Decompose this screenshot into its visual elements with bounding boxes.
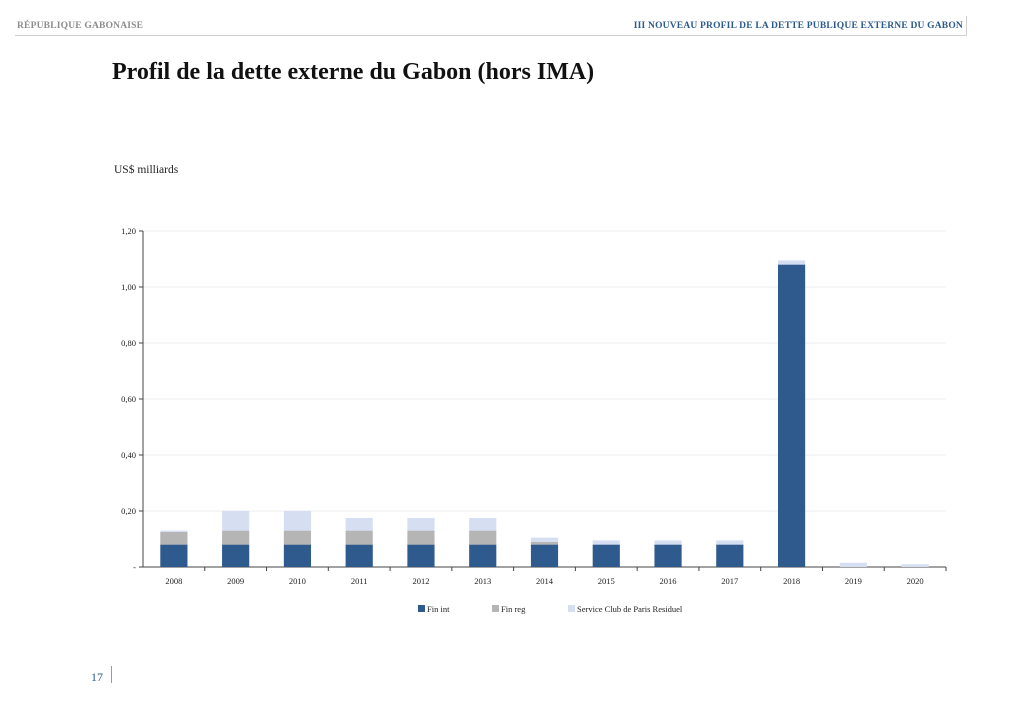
bar-segment-fin-reg	[469, 530, 497, 545]
bar-segment-fin-int	[716, 544, 744, 567]
y-tick-label: 0,40	[121, 450, 136, 460]
x-tick-label: 2012	[412, 576, 429, 586]
bar-segment-fin-reg	[345, 530, 373, 545]
y-tick-label: 1,00	[121, 282, 136, 292]
y-axis-unit-label: US$ milliards	[114, 164, 179, 176]
legend-label: Fin reg	[501, 604, 526, 614]
bar-segment-fin-int	[222, 544, 250, 567]
x-tick-label: 2011	[351, 576, 368, 586]
bar-segment-club-paris	[839, 562, 867, 567]
bar-segment-club-paris	[222, 511, 250, 531]
y-tick-label: -	[133, 562, 136, 572]
bar-segment-fin-reg	[530, 541, 559, 545]
bar-segment-fin-int	[469, 544, 497, 567]
bar-segment-fin-int	[530, 544, 559, 567]
bar-segment-fin-int	[407, 544, 435, 567]
bar-segment-club-paris	[777, 260, 806, 265]
bar-segment-club-paris	[407, 518, 435, 531]
bar-segment-club-paris	[592, 540, 620, 545]
bar-segment-club-paris	[283, 511, 312, 531]
bar-segment-club-paris	[469, 518, 497, 531]
bar-segment-fin-reg	[222, 530, 250, 545]
bar-segment-club-paris	[160, 530, 188, 532]
bar-segment-fin-int	[160, 544, 188, 567]
bar-segment-club-paris	[530, 537, 559, 542]
x-tick-label: 2009	[227, 576, 244, 586]
chart-title: Profil de la dette externe du Gabon (hor…	[112, 59, 595, 85]
header-divider	[15, 35, 966, 36]
bar-segment-fin-reg	[283, 530, 312, 545]
legend-swatch	[568, 605, 575, 612]
y-tick-label: 1,20	[121, 226, 136, 236]
header-country: RÉPUBLIQUE GABONAISE	[17, 21, 144, 31]
x-tick-label: 2008	[165, 576, 182, 586]
bar-segment-fin-int	[283, 544, 312, 567]
x-tick-label: 2014	[536, 576, 554, 586]
x-tick-label: 2017	[721, 576, 738, 586]
legend-label: Fin int	[427, 604, 450, 614]
x-tick-label: 2018	[783, 576, 800, 586]
legend-swatch	[418, 605, 425, 612]
x-tick-label: 2020	[907, 576, 924, 586]
bar-segment-fin-reg	[407, 530, 435, 545]
bar-segment-club-paris	[716, 540, 744, 545]
page-number: 17	[91, 670, 103, 684]
bar-segment-fin-int	[777, 264, 806, 567]
x-tick-label: 2013	[474, 576, 491, 586]
legend-label: Service Club de Paris Residuel	[577, 604, 683, 614]
legend-swatch	[492, 605, 499, 612]
header-vertical-divider	[966, 16, 967, 36]
bar-segment-fin-int	[345, 544, 373, 567]
bar-segment-club-paris	[654, 540, 682, 545]
y-tick-label: 0,80	[121, 338, 136, 348]
x-tick-label: 2015	[598, 576, 615, 586]
x-tick-label: 2010	[289, 576, 306, 586]
x-tick-label: 2016	[660, 576, 677, 586]
y-tick-label: 0,60	[121, 394, 136, 404]
y-tick-label: 0,20	[121, 506, 136, 516]
bar-segment-club-paris	[901, 564, 929, 567]
bar-segment-fin-int	[592, 544, 620, 567]
bar-segment-fin-int	[654, 544, 682, 567]
bar-segment-club-paris	[345, 518, 373, 531]
header-section-title: III NOUVEAU PROFIL DE LA DETTE PUBLIQUE …	[633, 21, 963, 31]
bar-segment-fin-reg	[160, 532, 188, 545]
x-tick-label: 2019	[845, 576, 862, 586]
page-number-divider	[111, 666, 112, 683]
